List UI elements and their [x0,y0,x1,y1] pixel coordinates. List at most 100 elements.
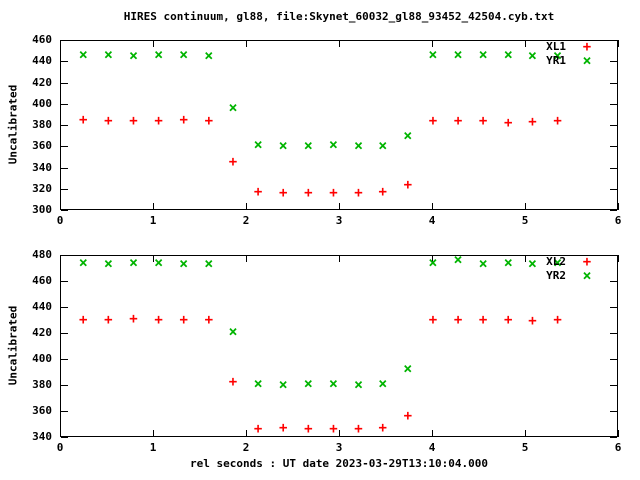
y-tick-mark [610,281,617,282]
data-point-xl1: + [129,112,138,129]
data-point-xl1: + [253,183,263,200]
y-tick-mark [610,61,617,62]
y-tick-mark [610,168,617,169]
y-tick-label: 440 [32,54,52,67]
y-tick-label: 300 [32,203,52,216]
data-point-yr1: × [128,46,138,65]
data-point-yr2: × [527,254,537,273]
x-tick-mark [339,255,340,262]
x-tick-mark [246,40,247,47]
chart-title: HIRES continuum, gl88, file:Skynet_60032… [123,10,555,23]
x-tick-mark [339,203,340,210]
y-tick-mark [610,189,617,190]
y-tick-label: 340 [32,430,52,443]
data-point-xl2: + [278,419,288,436]
data-point-yr2: × [303,374,313,393]
y-tick-mark [610,104,617,105]
y-tick-label: 320 [32,182,52,195]
data-point-yr1: × [403,126,413,145]
data-point-yr2: × [228,322,238,341]
y-tick-mark [61,281,68,282]
x-tick-mark [432,40,433,47]
data-point-yr2: × [278,375,288,394]
x-tick-mark [618,40,619,47]
data-point-yr1: × [179,45,189,64]
data-point-xl2: + [528,313,537,330]
y-tick-mark [61,385,68,386]
x-tick-label: 5 [521,214,529,227]
y-tick-mark [61,411,68,412]
y-tick-label: 400 [32,97,52,110]
y-tick-mark [61,104,68,105]
data-point-xl2: + [179,312,188,328]
x-tick-mark [153,430,154,437]
data-point-xl1: + [228,154,238,171]
data-point-yr2: × [253,374,263,393]
y-tick-mark [61,189,68,190]
legend-label-xl1: XL1 [546,40,566,53]
data-point-xl1: + [354,185,363,201]
x-tick-mark [153,255,154,262]
data-point-xl1: + [329,185,338,201]
x-tick-mark [339,430,340,437]
data-point-yr1: × [204,46,214,65]
legend-label-yr2: YR2 [546,269,566,282]
data-point-yr1: × [453,45,463,64]
y-tick-mark [610,210,617,211]
data-point-xl1: + [403,176,413,193]
x-tick-mark [525,40,526,47]
data-point-yr2: × [553,253,563,272]
x-tick-mark [618,255,619,262]
data-point-yr1: × [103,45,113,64]
data-point-xl1: + [154,112,163,129]
data-point-yr1: × [428,45,438,64]
x-tick-label: 1 [149,441,157,454]
x-tick-label: 5 [521,441,529,454]
x-tick-label: 3 [335,441,343,454]
y-tick-mark [61,333,68,334]
data-point-xl1: + [453,112,463,129]
y-tick-mark [610,437,617,438]
x-tick-label: 2 [242,214,250,227]
y-tick-mark [61,146,68,147]
y-tick-label: 460 [32,33,52,46]
data-point-yr2: × [78,253,88,272]
data-point-yr2: × [179,254,189,273]
legend-marker-xl2: + [582,254,592,270]
data-point-xl1: + [204,112,214,129]
y-tick-label: 420 [32,326,52,339]
data-point-yr1: × [228,98,238,117]
data-point-yr2: × [403,359,413,378]
y-tick-mark [61,307,68,308]
y-tick-label: 400 [32,352,52,365]
y-tick-mark [610,40,617,41]
data-point-yr1: × [303,136,313,155]
data-point-yr2: × [503,253,513,272]
y-tick-label: 480 [32,248,52,261]
data-point-yr2: × [103,254,113,273]
x-tick-mark [525,203,526,210]
data-point-xl2: + [553,312,562,328]
x-tick-label: 0 [56,441,64,454]
data-point-xl1: + [428,112,438,129]
x-tick-mark [153,203,154,210]
x-axis-label: rel seconds : UT date 2023-03-29T13:10:0… [189,457,488,470]
data-point-xl1: + [304,185,313,201]
legend-marker-yr2: × [582,266,592,285]
y-tick-mark [610,83,617,84]
data-point-yr1: × [553,46,563,65]
data-point-xl2: + [129,310,138,327]
y-tick-mark [61,210,68,211]
x-tick-label: 4 [428,441,436,454]
data-point-xl1: + [478,112,488,129]
x-tick-label: 6 [614,441,622,454]
y-tick-mark [610,255,617,256]
y-tick-label: 360 [32,139,52,152]
y-tick-mark [610,307,617,308]
y-tick-mark [61,255,68,256]
legend-label-xl2: XL2 [546,255,566,268]
y-tick-label: 360 [32,404,52,417]
data-point-yr1: × [354,136,364,155]
y-tick-label: 380 [32,118,52,131]
